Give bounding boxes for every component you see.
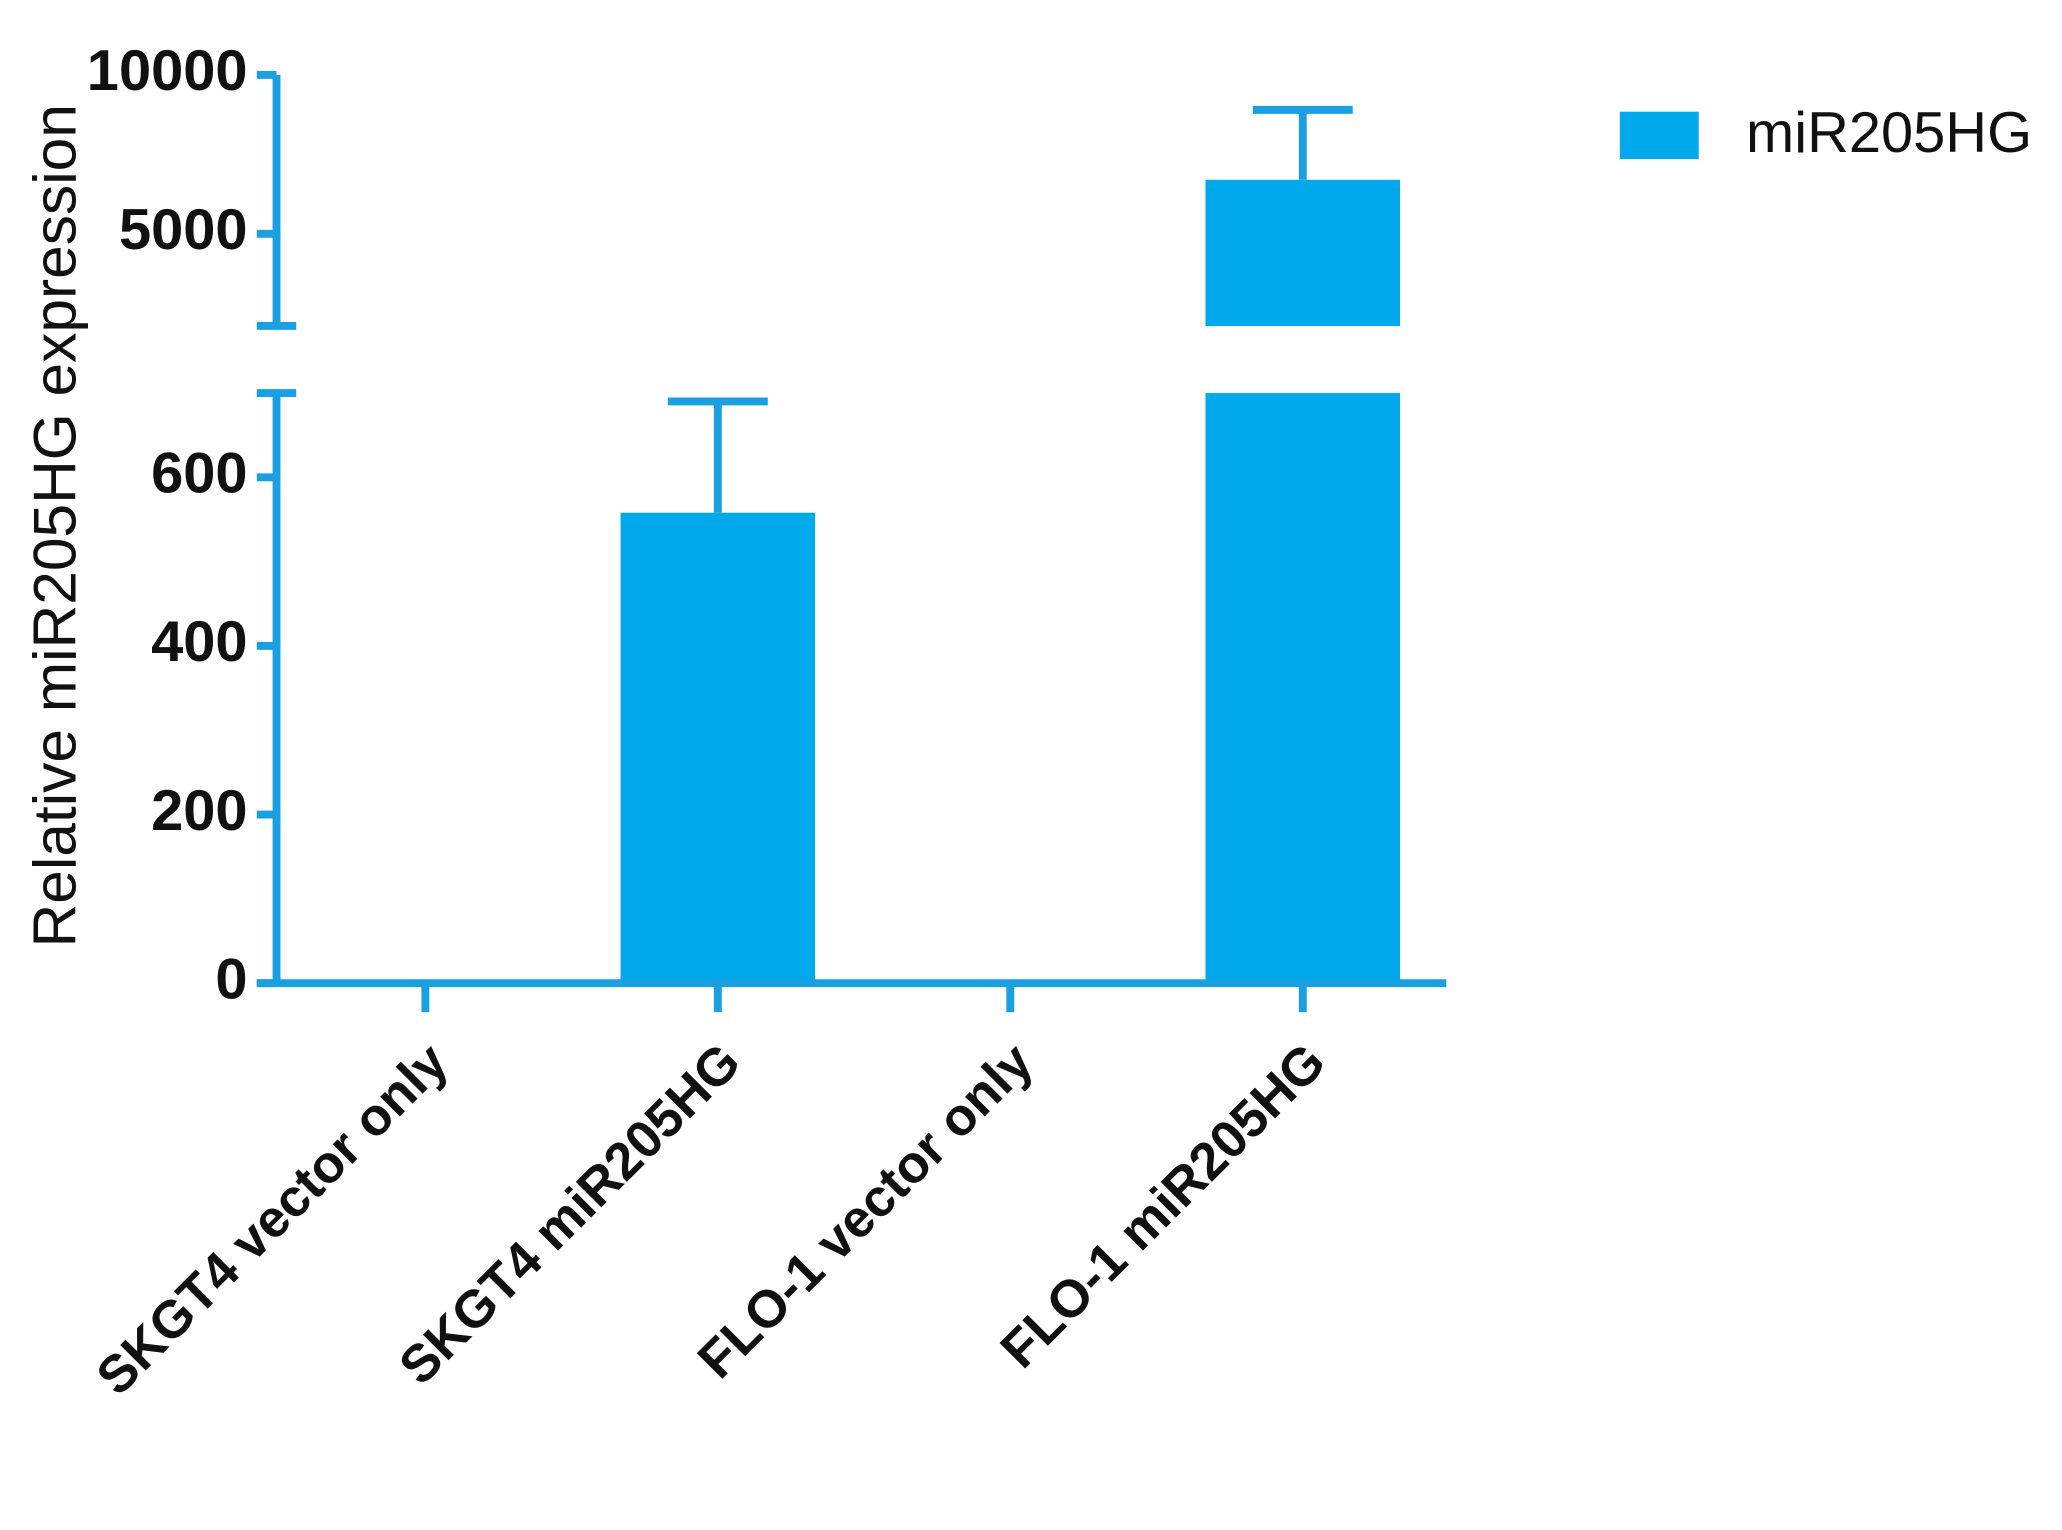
y-tick-label: 10000 (87, 39, 248, 103)
bar (1205, 393, 1401, 984)
y-tick-label: 200 (151, 779, 247, 843)
y-tick-label: 0 (215, 947, 247, 1011)
y-tick-label: 400 (151, 610, 247, 674)
legend-label: miR205HG (1746, 101, 2032, 165)
legend-swatch (1619, 111, 1699, 160)
y-tick-label: 600 (151, 442, 247, 506)
bar (620, 512, 816, 984)
y-tick-label: 5000 (119, 198, 248, 262)
bar-upper (1205, 179, 1401, 326)
x-tick-label: FLO-1 miR205HG (989, 1032, 1336, 1379)
y-axis-label: Relative miR205HG expression (21, 104, 89, 947)
